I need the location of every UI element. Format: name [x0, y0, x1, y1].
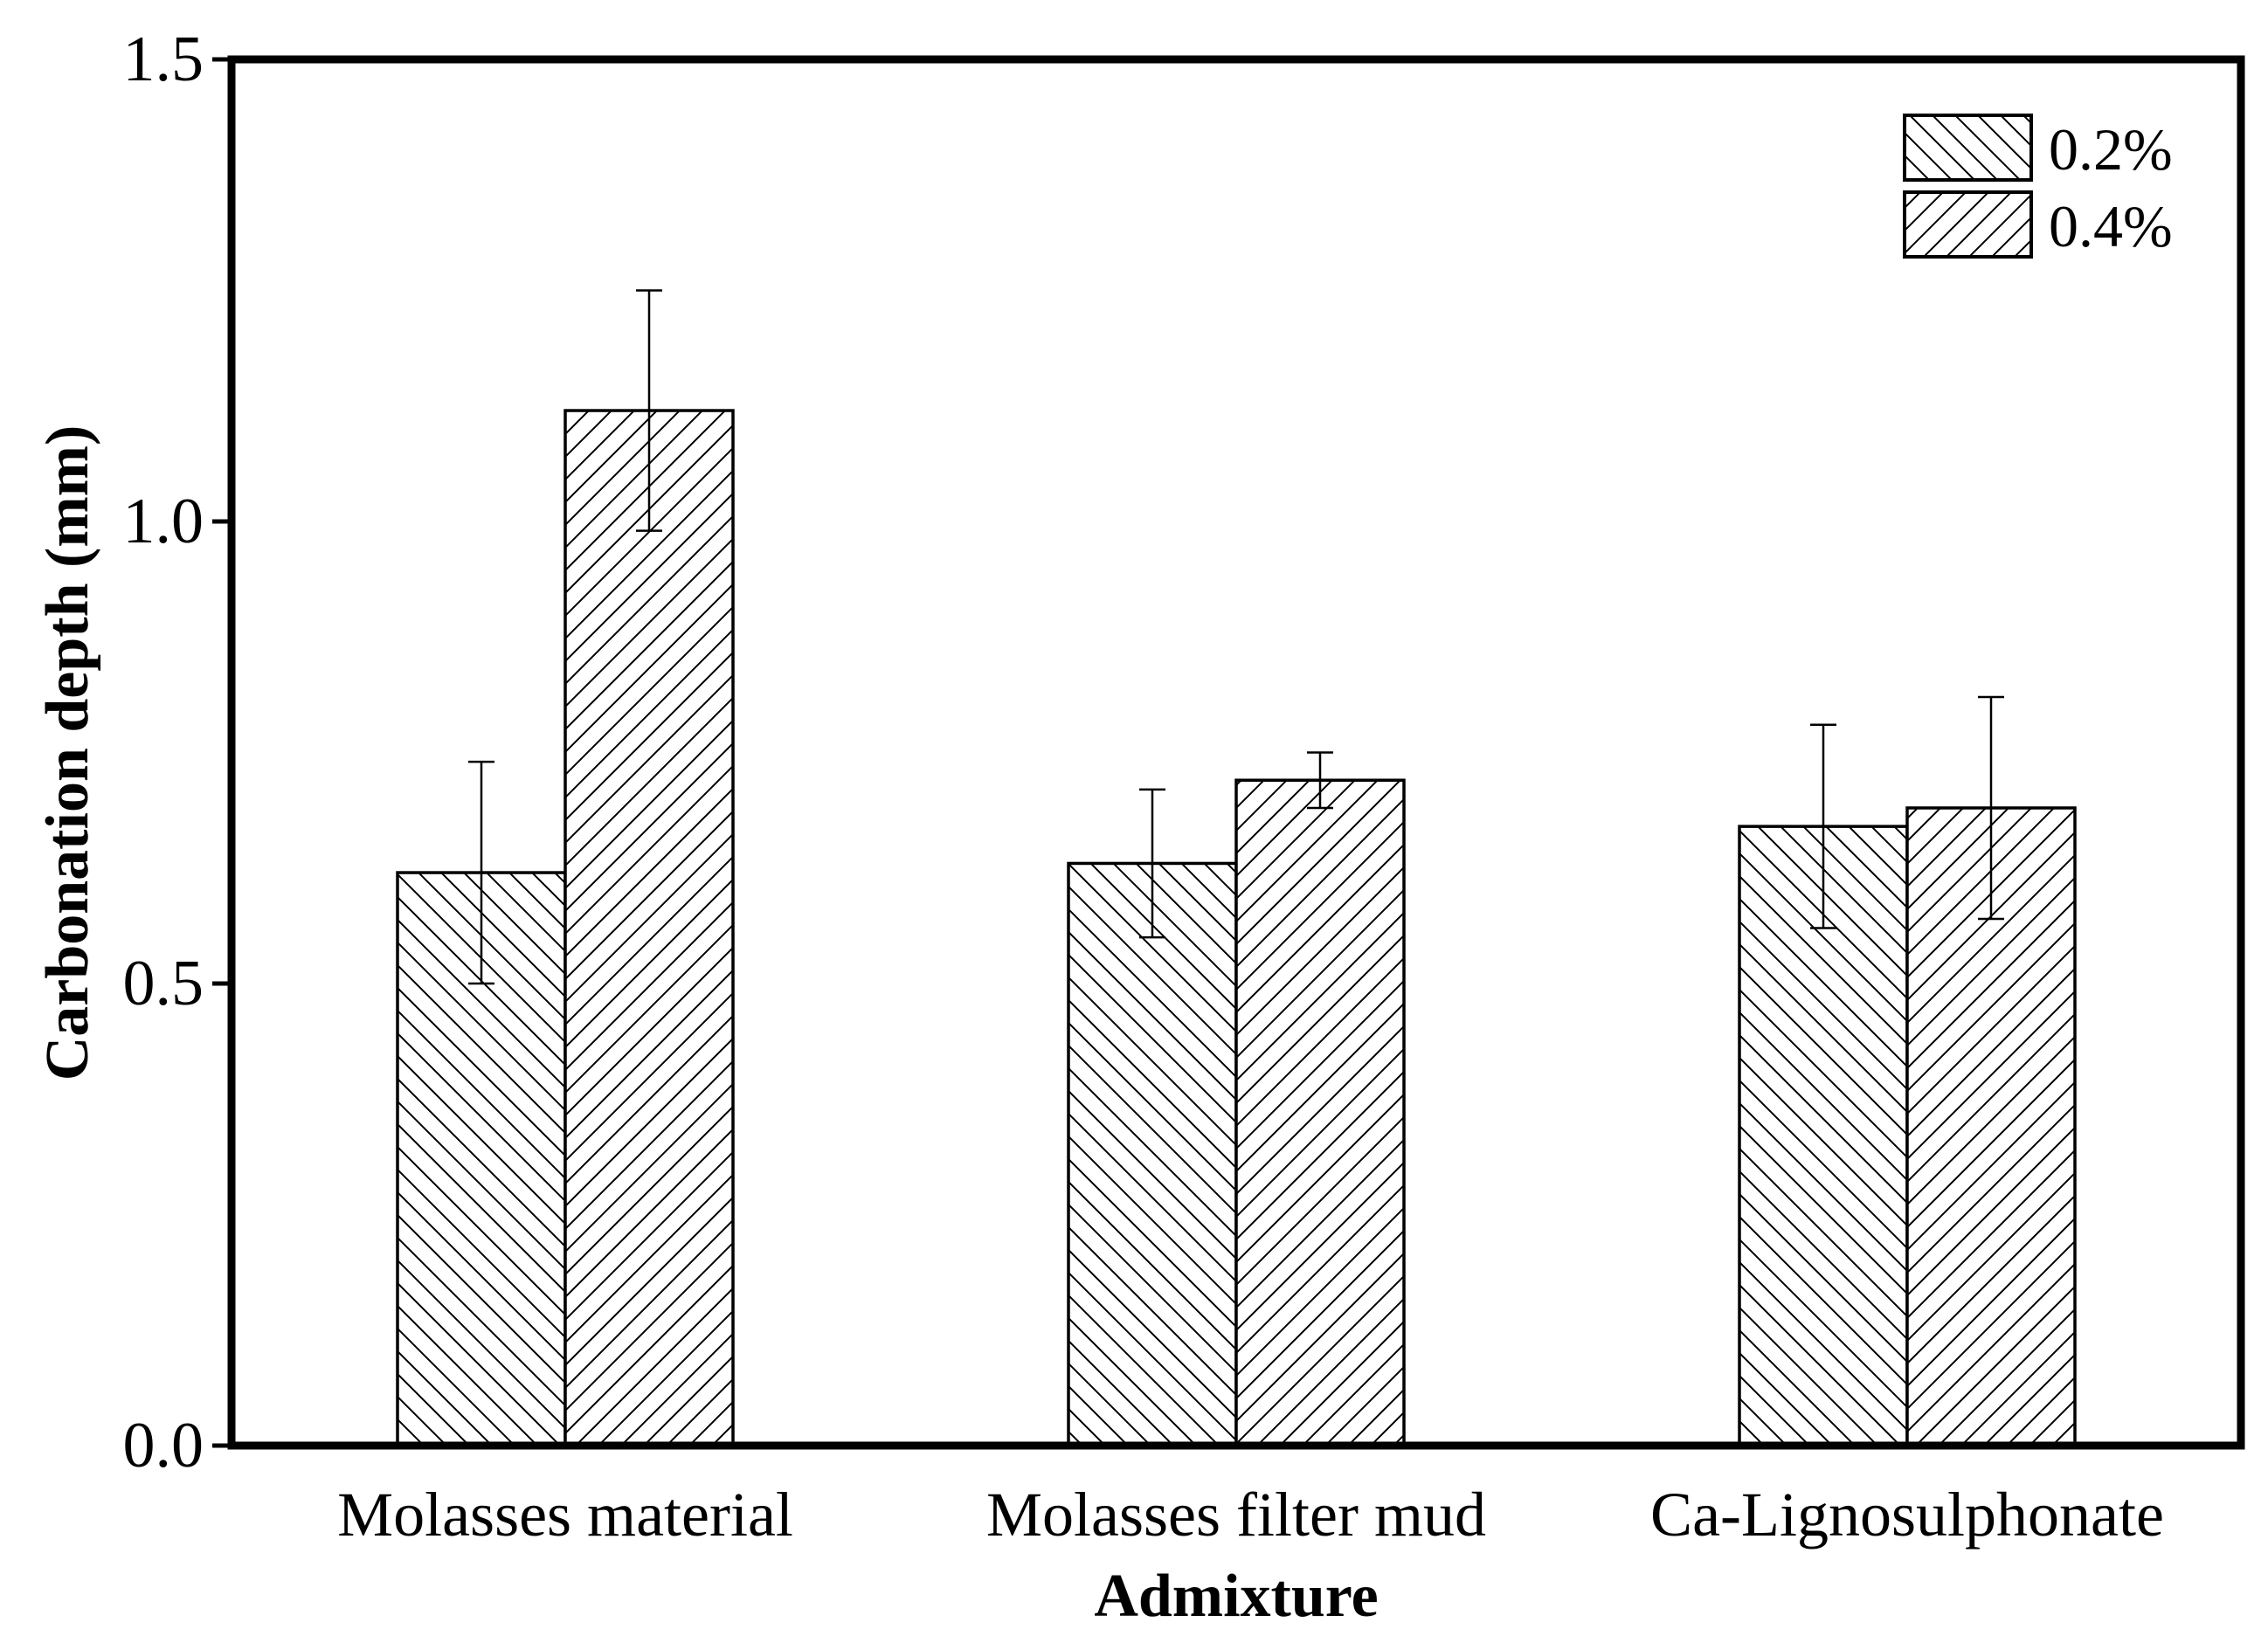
y-axis-ticks: 0.0 0.5 1.0 1.5	[123, 24, 232, 1481]
error-bar-molasses-filter-mud-0-4pct	[1307, 751, 1333, 810]
error-bar-molasses-material-0-4pct	[636, 289, 662, 532]
legend: 0.2% 0.4%	[1903, 114, 2173, 259]
bars-layer	[396, 289, 2077, 1447]
bar-molasses-material-0-4pct	[564, 409, 735, 1447]
y-tick-label: 0.0	[123, 1410, 204, 1481]
y-tick-label: 0.5	[123, 948, 204, 1019]
plot-frame	[227, 55, 2245, 1450]
x-axis-title: Admixture	[1094, 1563, 1378, 1630]
legend-swatch-0-2pct	[1903, 114, 2033, 182]
x-category-label-ca-lignosulphonate: Ca-Lignosulphonate	[1650, 1480, 2164, 1550]
legend-label-0-2pct: 0.2%	[2049, 116, 2173, 183]
y-tick-label: 1.0	[123, 486, 204, 557]
legend-label-0-4pct: 0.4%	[2049, 193, 2173, 259]
error-bar-molasses-material-0-2pct	[468, 760, 494, 985]
error-bar-ca-lignosulphonate-0-4pct	[1978, 695, 2004, 921]
legend-swatch-0-4pct	[1903, 190, 2033, 259]
x-axis-category-labels: Molasses material Molasses filter mud Ca-L…	[337, 1480, 2164, 1550]
x-category-label-molasses-filter-mud: Molasses filter mud	[986, 1480, 1486, 1550]
y-axis-title: Carbonation depth (mm)	[34, 425, 101, 1081]
bar-molasses-filter-mud-0-2pct	[1067, 861, 1238, 1447]
bar-molasses-filter-mud-0-4pct	[1234, 778, 1406, 1447]
error-bar-molasses-filter-mud-0-2pct	[1139, 788, 1165, 939]
x-category-label-molasses-material: Molasses material	[337, 1480, 793, 1550]
error-bar-ca-lignosulphonate-0-2pct	[1810, 723, 1836, 929]
y-tick-label: 1.5	[123, 24, 204, 95]
bar-ca-lignosulphonate-0-2pct	[1738, 825, 1909, 1447]
